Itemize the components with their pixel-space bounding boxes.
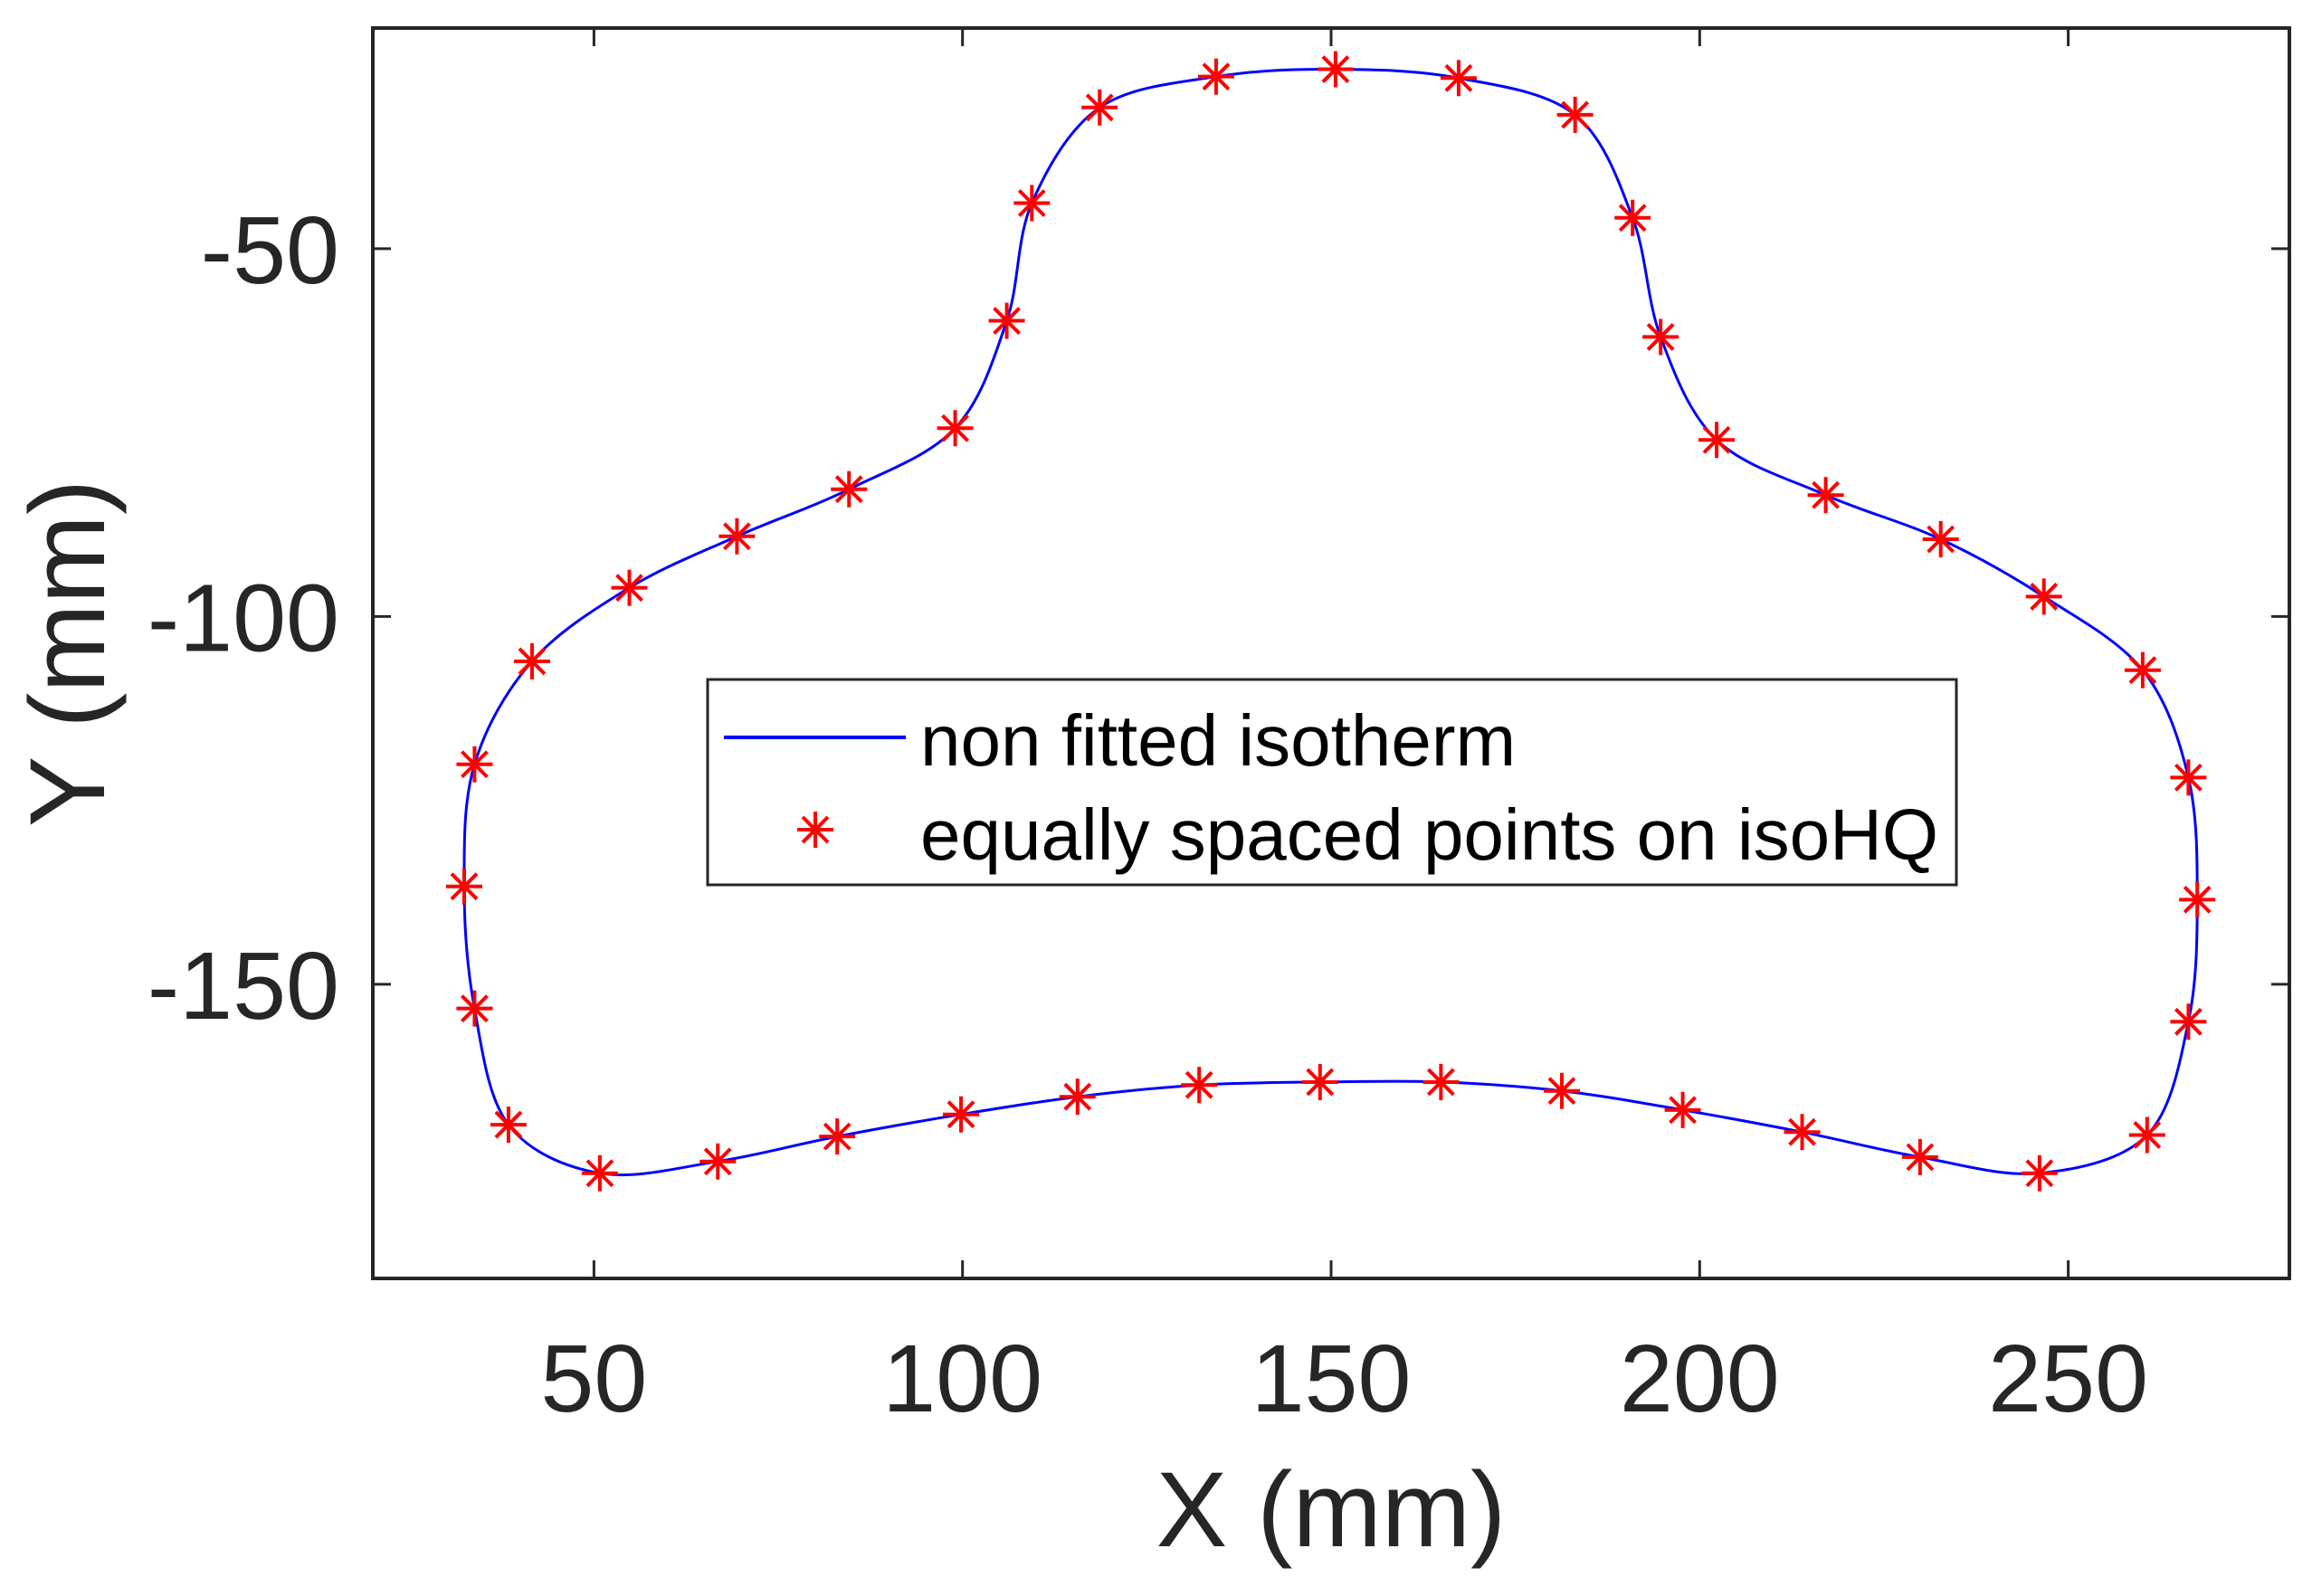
asterisk-marker — [2025, 578, 2062, 615]
marker-points — [446, 51, 2216, 1192]
asterisk-marker — [1422, 1063, 1460, 1100]
asterisk-marker — [1614, 199, 1651, 236]
asterisk-marker — [490, 1107, 527, 1144]
asterisk-marker — [2179, 881, 2216, 918]
legend-box — [706, 678, 1958, 887]
asterisk-marker — [1922, 520, 1959, 557]
asterisk-marker — [699, 1143, 737, 1180]
asterisk-marker — [1543, 1072, 1580, 1109]
asterisk-marker — [2021, 1154, 2058, 1192]
asterisk-marker — [1807, 477, 1844, 514]
asterisk-marker — [943, 1096, 980, 1133]
asterisk-marker — [718, 518, 756, 555]
y-axis-ticks: -50 -100 -150 — [147, 197, 2289, 1040]
asterisk-marker — [1081, 89, 1118, 126]
asterisk-marker — [988, 302, 1025, 339]
asterisk-marker — [1301, 1063, 1338, 1100]
legend-label-points: equally spaced points on isoHQ — [920, 794, 1938, 875]
legend-label-isotherm: non fitted isotherm — [920, 700, 1516, 781]
y-tick-label: -100 — [147, 565, 339, 671]
y-tick-label: -50 — [201, 197, 339, 304]
x-tick-label: 100 — [882, 1325, 1042, 1432]
asterisk-icon — [797, 812, 833, 848]
asterisk-marker — [611, 569, 648, 606]
asterisk-marker — [456, 746, 493, 783]
asterisk-marker — [581, 1154, 618, 1192]
asterisk-marker — [1181, 1067, 1218, 1104]
x-tick-label: 150 — [1251, 1325, 1412, 1432]
asterisk-marker — [1901, 1138, 1938, 1175]
asterisk-marker — [819, 1118, 856, 1155]
asterisk-marker — [1013, 185, 1051, 222]
asterisk-marker — [1317, 51, 1354, 88]
asterisk-marker — [1556, 96, 1594, 133]
asterisk-marker — [1059, 1078, 1096, 1116]
x-axis-ticks: 50 100 150 200 250 — [540, 28, 2148, 1432]
x-axis-label: X (mm) — [1156, 1450, 1507, 1570]
asterisk-marker — [1642, 318, 1679, 356]
asterisk-marker — [937, 410, 974, 447]
asterisk-marker — [456, 990, 493, 1027]
asterisk-marker — [2170, 759, 2207, 796]
asterisk-marker — [2128, 1116, 2165, 1154]
asterisk-marker — [446, 868, 483, 905]
asterisk-marker — [2124, 651, 2161, 689]
legend: non fitted isotherm equally spaced point… — [706, 678, 1958, 887]
plot-area — [446, 51, 2216, 1192]
asterisk-marker — [513, 642, 550, 679]
asterisk-marker — [2170, 1003, 2207, 1040]
x-tick-label: 200 — [1620, 1325, 1780, 1432]
asterisk-marker — [1440, 60, 1477, 97]
asterisk-marker — [1197, 58, 1234, 95]
asterisk-marker — [831, 470, 868, 508]
asterisk-marker — [797, 812, 833, 848]
x-tick-label: 50 — [540, 1325, 647, 1432]
asterisk-marker — [1664, 1091, 1701, 1128]
y-tick-label: -150 — [147, 933, 339, 1040]
asterisk-marker — [1698, 422, 1736, 459]
asterisk-marker — [1784, 1114, 1821, 1151]
x-tick-label: 250 — [1988, 1325, 2148, 1432]
y-axis-label: Y (mm) — [8, 480, 128, 828]
